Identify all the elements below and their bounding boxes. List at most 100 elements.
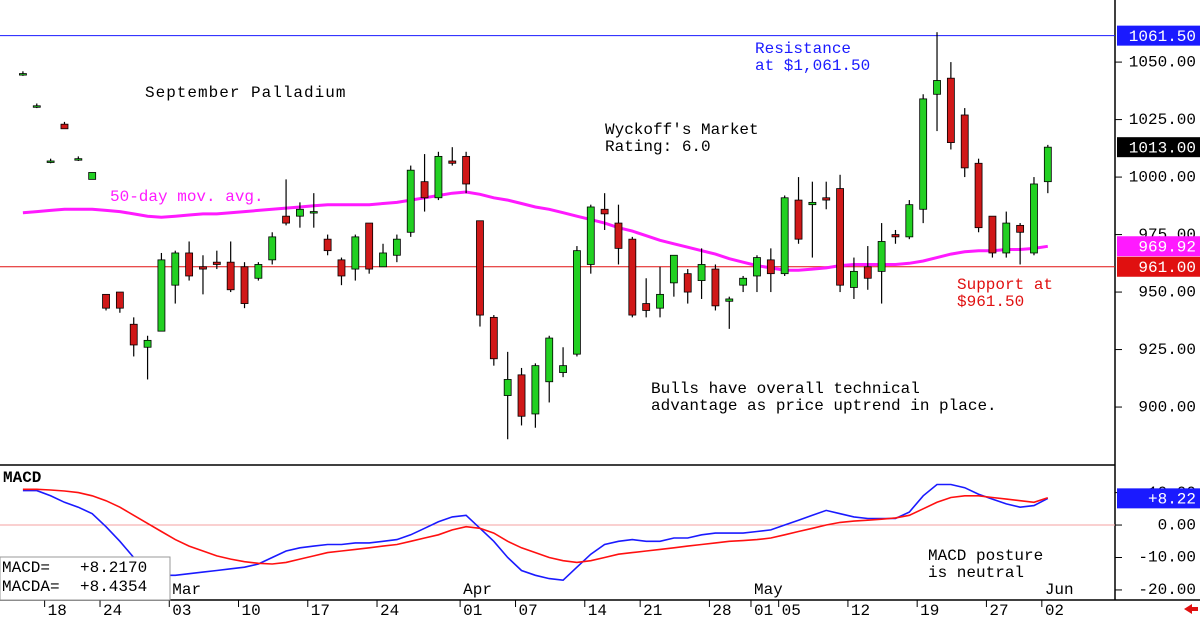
candle-body [628,238,637,316]
annotation: Bulls have overall technical [651,380,920,398]
x-tick-label: 14 [588,602,607,620]
candle-body [448,160,457,164]
candle-body [960,114,969,169]
candle-body [573,250,581,355]
candle-body [517,374,526,417]
candle-body [1030,183,1038,254]
candle-body [268,236,277,261]
candle-body [379,252,387,268]
candle-body [753,257,761,277]
candle-body [365,222,374,270]
candle-body [683,273,692,293]
readout-box [0,556,171,601]
y-tick-label: 1050.00 [1129,53,1196,71]
price-label: +8.22 [1148,491,1196,509]
candle-body [559,365,567,373]
y-tick-label: 950.00 [1138,283,1196,301]
annotation: is neutral [928,564,1024,582]
y-tick-label: 1025.00 [1129,111,1196,129]
candle-body [171,252,180,286]
candle-body [1016,224,1025,233]
candle-body [725,298,734,302]
candle-body [642,303,651,311]
candle-body [489,316,498,360]
x-tick-label: 19 [920,602,939,620]
candle-body [462,155,471,185]
x-tick-label: 18 [48,602,67,620]
candle-body [919,98,928,210]
annotation: $961.50 [957,293,1024,311]
candle-body [226,261,235,291]
candle-body [822,197,831,201]
candle-body [392,238,401,256]
candle-body [1043,146,1052,183]
candle-body [614,222,623,249]
candle-body [739,277,748,286]
candle-body [60,123,69,130]
candle-body [240,266,249,304]
candle-body [282,215,290,224]
candle-body [157,259,166,332]
candle-body [1002,222,1011,254]
price-label: 969.92 [1138,238,1196,256]
candle-body [351,236,360,270]
candle-body [476,220,484,316]
candle-body [309,211,318,214]
month-label: Mar [172,581,201,599]
candle-body [185,252,194,277]
candle-body [32,105,41,108]
candle-body [102,293,110,309]
candle-body [531,365,540,415]
candle-body [337,259,346,277]
candle-body [766,259,775,275]
x-tick-label: 10 [242,602,261,620]
month-label: Jun [1045,581,1074,599]
candle-body [850,270,858,288]
candle-body [143,339,152,348]
annotation: MACD posture [928,547,1043,565]
price-label-box [1117,256,1200,277]
scroll-arrow-icon[interactable] [1184,604,1198,614]
candle-body [988,215,997,254]
candle-body [545,337,554,383]
candle-body [88,172,97,180]
y-tick-label: 1000.00 [1129,168,1196,186]
candle-body [780,197,789,275]
candle-body [891,234,900,238]
candle-body [254,264,263,279]
candle-body [863,266,872,279]
y-tick-label: 0.00 [1158,516,1196,534]
panel-title: MACD [3,469,41,487]
candle-body [212,261,221,265]
annotation: advantage as price uptrend in place. [651,397,997,415]
y-tick-label: 900.00 [1138,398,1196,416]
annotation: Support at [957,276,1053,294]
candle-body [946,77,955,143]
candle-body [974,162,983,229]
price-label: 1061.50 [1129,28,1196,46]
x-tick-label: 01 [463,602,482,620]
candle-body [669,254,678,284]
candle-body [434,155,443,199]
x-tick-label: 12 [851,602,870,620]
candle-body [877,241,886,272]
candle-body [933,80,941,95]
candle-body [406,169,415,233]
readout-name: MACD= [2,559,50,577]
candle-body [794,199,803,240]
x-tick-label: 02 [1045,602,1064,620]
y-tick-label: -10.00 [1138,549,1196,567]
price-label-box [1117,236,1200,257]
candle-body [296,208,304,217]
candle-body [323,238,332,252]
indicator-line [22,483,1049,582]
candle-body [836,188,844,286]
candle-body [115,291,124,309]
indicator-line [22,488,1049,565]
price-label: 961.00 [1138,259,1196,277]
candle-body [199,266,207,270]
month-label: May [754,581,783,599]
annotation: Rating: 6.0 [605,138,711,156]
x-tick-label: 03 [172,602,191,620]
